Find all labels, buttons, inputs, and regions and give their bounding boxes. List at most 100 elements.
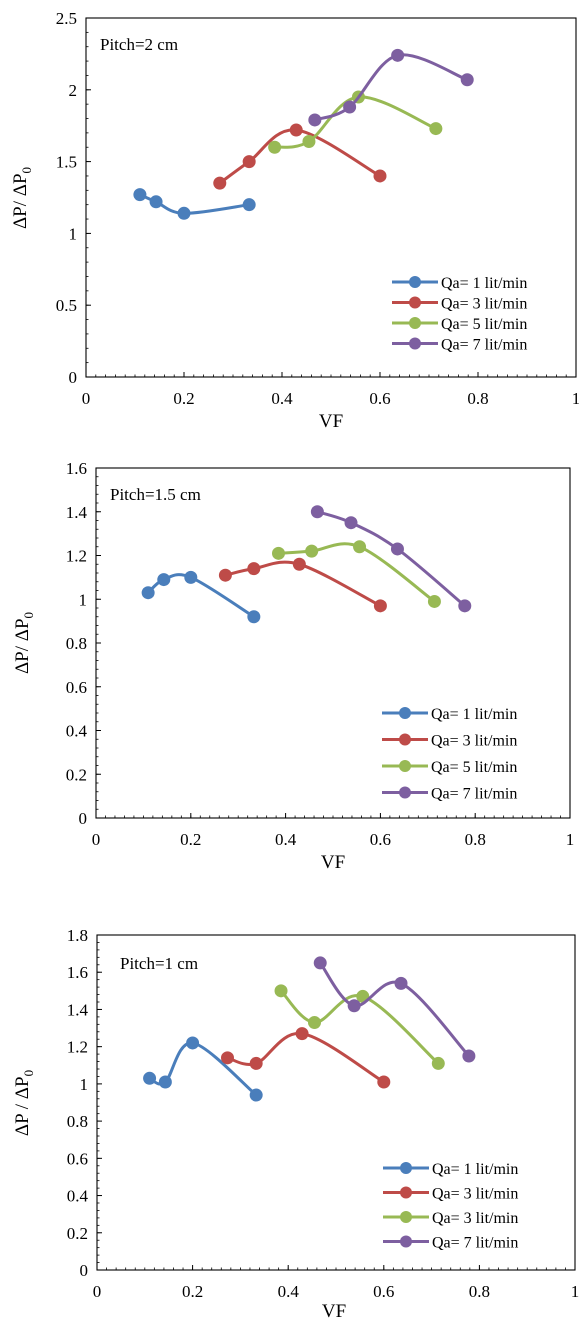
data-point xyxy=(307,1015,321,1029)
x-tick-label: 0 xyxy=(92,830,101,849)
y-tick-label: 1.6 xyxy=(67,963,88,982)
legend-swatch-marker xyxy=(409,296,421,309)
y-tick-label: 0.2 xyxy=(67,1224,88,1243)
chart-panel-3: 0 0.2 0.4 0.6 0.8 1 0 0.2 0.4 0.6 0.8 1 1.2 1.4 1.6 1.8… xyxy=(12,926,579,1319)
y-tick-label: 1 xyxy=(79,590,88,609)
x-tick-label: 0.2 xyxy=(173,389,194,408)
y-tick-label: 0.4 xyxy=(67,1187,89,1206)
data-point xyxy=(431,1056,445,1070)
data-point xyxy=(218,568,232,582)
y-tick-label: 1.2 xyxy=(66,547,87,566)
y-tick-label: 0.5 xyxy=(56,296,77,315)
y-axis-label: ΔP/ ΔP0 xyxy=(10,167,34,229)
legend-item: Qa= 3 lit/min xyxy=(383,1210,518,1227)
x-tick-label: 0 xyxy=(93,1282,102,1301)
series-line xyxy=(148,1041,258,1097)
y-tick-label: 0.2 xyxy=(66,765,87,784)
y-tick-label: 0.6 xyxy=(67,1149,88,1168)
legend-label: Qa= 3 lit/min xyxy=(441,296,527,313)
data-point xyxy=(247,610,261,624)
x-tick-label: 1 xyxy=(571,1282,579,1301)
data-point xyxy=(242,155,256,169)
x-tick-label: 0 xyxy=(82,389,91,408)
legend-swatch-marker xyxy=(400,1235,412,1248)
data-point xyxy=(308,113,322,127)
x-tick-label: 1 xyxy=(566,830,575,849)
legend-swatch-marker xyxy=(399,733,411,746)
data-point xyxy=(247,562,261,576)
legend-label: Qa= 1 lit/min xyxy=(431,706,517,723)
pitch-annotation: Pitch=1 cm xyxy=(120,954,198,973)
data-point xyxy=(373,169,387,183)
legend-item: Qa= 7 lit/min xyxy=(392,337,527,354)
legend-swatch-marker xyxy=(399,760,411,772)
series-line xyxy=(139,193,250,215)
data-point xyxy=(394,976,408,990)
data-point xyxy=(344,516,358,530)
x-axis-label: VF xyxy=(321,852,345,873)
data-point xyxy=(295,1027,309,1041)
x-tick-label: 0.6 xyxy=(369,389,390,408)
y-tick-label: 1.8 xyxy=(67,926,88,945)
y-tick-label: 0 xyxy=(79,809,88,828)
data-point xyxy=(149,195,163,209)
series-4 xyxy=(313,956,476,1063)
data-point xyxy=(186,1036,200,1050)
series-line xyxy=(274,95,437,149)
y-tick-label: 2 xyxy=(69,81,78,100)
y-tick-label: 1 xyxy=(80,1075,89,1094)
series-line xyxy=(218,128,381,185)
data-point xyxy=(390,542,404,556)
series-2 xyxy=(218,557,387,613)
data-point xyxy=(313,956,327,970)
data-point xyxy=(310,505,324,519)
series-3 xyxy=(268,90,443,154)
series-1 xyxy=(141,570,261,624)
legend-label: Qa= 5 lit/min xyxy=(431,759,517,776)
data-point xyxy=(429,122,443,136)
data-point xyxy=(249,1088,263,1102)
data-point xyxy=(460,73,474,87)
legend-item: Qa= 5 lit/min xyxy=(392,316,527,333)
legend-label: Qa= 7 lit/min xyxy=(431,786,517,803)
series-2 xyxy=(213,123,387,190)
pitch-annotation: Pitch=1.5 cm xyxy=(110,485,201,504)
legend-item: Qa= 7 lit/min xyxy=(382,786,517,803)
legend: Qa= 1 lit/min Qa= 3 lit/min Qa= 5 lit/min Q… xyxy=(392,275,527,354)
y-tick-label: 0.6 xyxy=(66,678,87,697)
legend-item: Qa= 1 lit/min xyxy=(392,275,527,292)
data-point xyxy=(158,1075,172,1089)
y-tick-label: 1.2 xyxy=(67,1038,88,1057)
series-3 xyxy=(271,540,441,608)
y-tick-label: 0 xyxy=(69,368,78,387)
x-tick-label: 0.4 xyxy=(278,1282,300,1301)
data-point xyxy=(242,198,256,212)
data-point xyxy=(292,557,306,571)
legend-swatch-marker xyxy=(399,707,411,719)
series-line xyxy=(227,1032,385,1084)
x-tick-label: 0.8 xyxy=(469,1282,490,1301)
data-point xyxy=(271,546,285,560)
data-point xyxy=(177,206,191,220)
legend-item: Qa= 3 lit/min xyxy=(392,296,527,313)
y-tick-label: 2.5 xyxy=(56,9,77,28)
legend-label: Qa= 3 lit/min xyxy=(432,1186,518,1203)
legend-swatch-marker xyxy=(409,337,421,350)
data-point xyxy=(274,984,288,998)
x-tick-label: 0.8 xyxy=(465,830,486,849)
legend-item: Qa= 1 lit/min xyxy=(382,706,517,723)
y-tick-label: 0 xyxy=(80,1261,89,1280)
x-tick-label: 0.4 xyxy=(271,389,293,408)
y-tick-label: 1.4 xyxy=(67,1000,89,1019)
x-tick-label: 0.8 xyxy=(467,389,488,408)
data-point xyxy=(268,140,282,154)
y-tick-label: 0.8 xyxy=(67,1112,88,1131)
legend-swatch-marker xyxy=(399,786,411,799)
legend-swatch-marker xyxy=(409,276,421,288)
chart-panel-1: 0 0.2 0.4 0.6 0.8 1 0 0.5 1 1.5 2 2.5 VF ΔP/ ΔP0 Pitch… xyxy=(10,9,579,432)
legend-swatch-marker xyxy=(400,1211,412,1223)
x-tick-label: 0.4 xyxy=(275,830,297,849)
legend: Qa= 1 lit/min Qa= 3 lit/min Qa= 5 lit/min Q… xyxy=(382,706,517,803)
y-tick-label: 0.4 xyxy=(66,722,88,741)
